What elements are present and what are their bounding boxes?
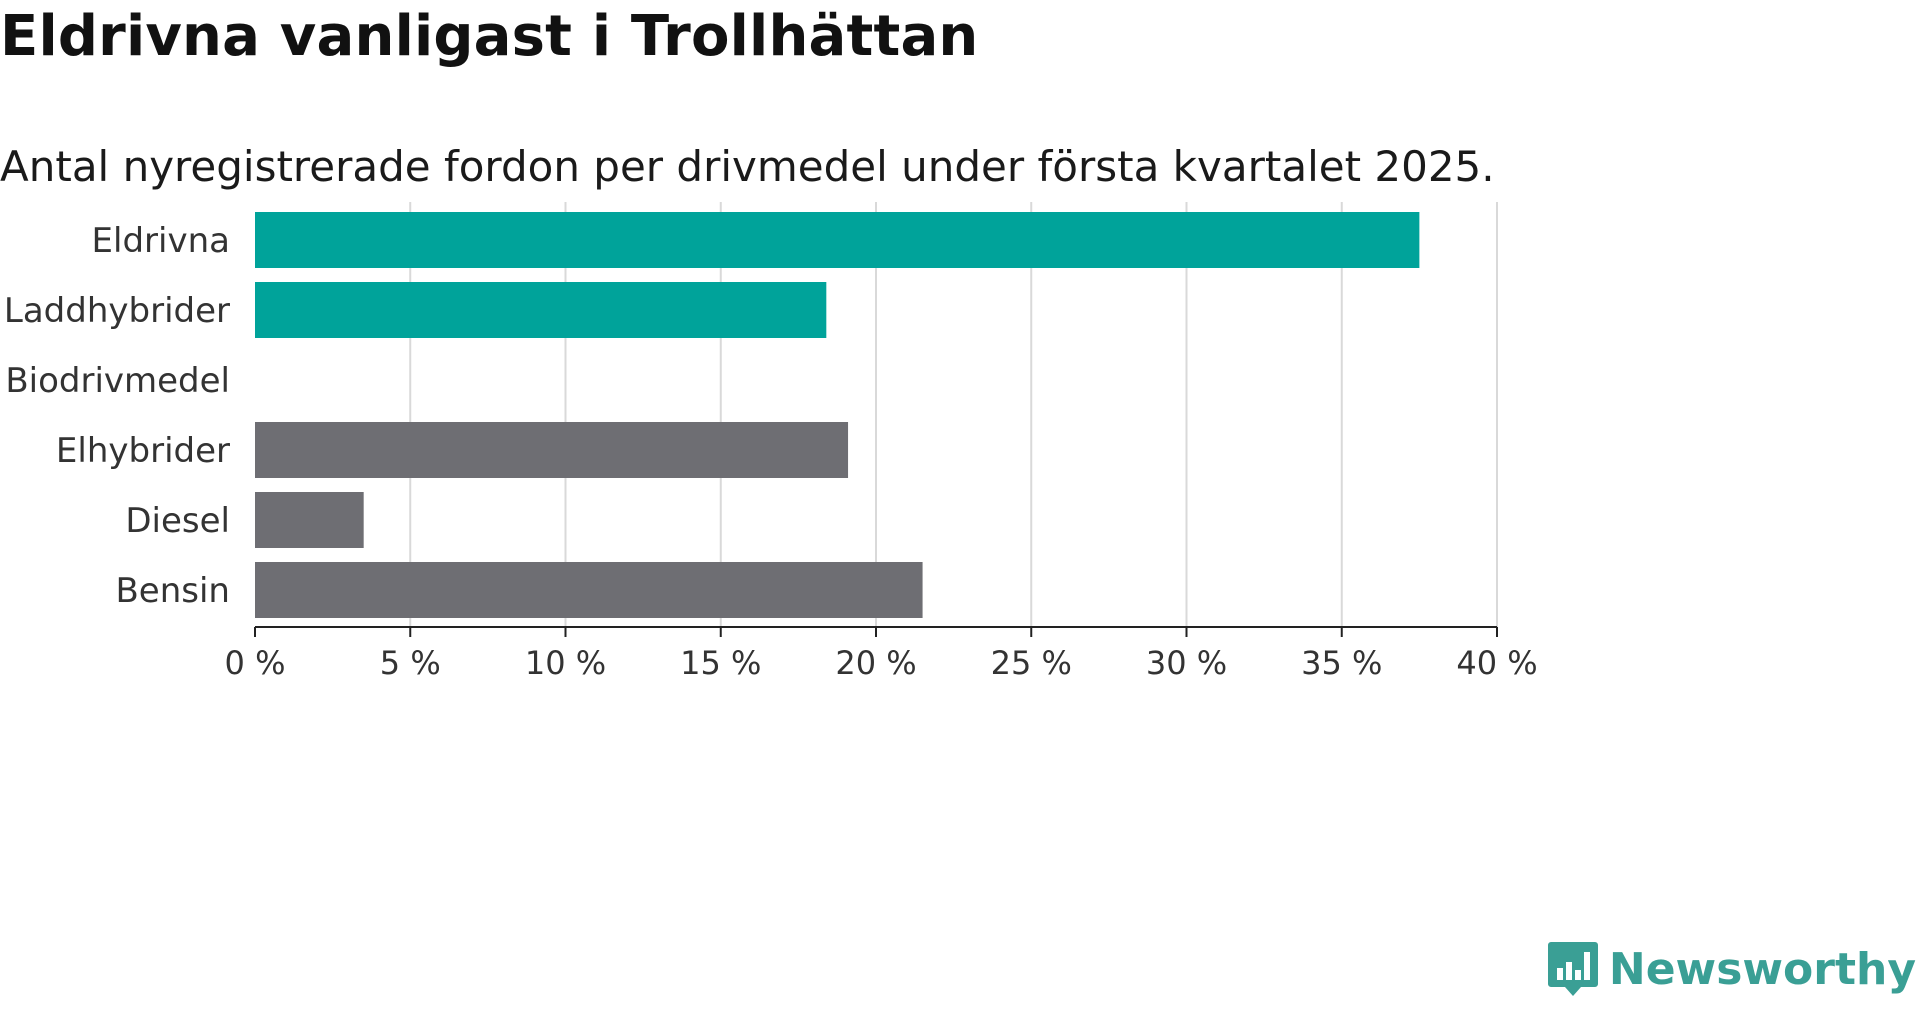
category-label: Laddhybrider bbox=[4, 291, 230, 331]
x-tick-label: 15 % bbox=[680, 644, 761, 682]
x-tick-label: 0 % bbox=[225, 644, 286, 682]
bar-elhybrider bbox=[255, 422, 849, 478]
category-labels: Eldrivna Laddhybrider Biodrivmedel Elhybrid… bbox=[4, 221, 230, 611]
category-label: Bensin bbox=[115, 571, 230, 611]
bar-chart: Eldrivna Laddhybrider Biodrivmedel Elhybrid… bbox=[4, 202, 1538, 682]
grid-lines bbox=[409, 202, 1498, 627]
brand-logo: Newsworthy bbox=[1547, 940, 1916, 998]
chart-title: Eldrivna vanligast i Trollhättan bbox=[0, 4, 979, 69]
bar-laddhybrider bbox=[255, 282, 827, 338]
x-tick-label: 20 % bbox=[835, 644, 916, 682]
category-label: Eldrivna bbox=[92, 221, 230, 261]
brand-name: Newsworthy bbox=[1608, 943, 1916, 995]
bar-eldrivna bbox=[255, 212, 1420, 268]
x-tick-label: 40 % bbox=[1456, 644, 1537, 682]
bars bbox=[255, 212, 1420, 618]
bar-bensin bbox=[255, 562, 923, 618]
x-axis: 0 % 5 % 10 % 15 % 20 % 25 % 30 % 35 % 40 % bbox=[225, 626, 1538, 682]
newsworthy-logo-icon bbox=[1547, 942, 1598, 996]
bar-diesel bbox=[255, 492, 364, 548]
x-tick-label: 25 % bbox=[991, 644, 1072, 682]
category-label: Biodrivmedel bbox=[5, 361, 230, 401]
x-tick-label: 30 % bbox=[1146, 644, 1227, 682]
chart-subtitle: Antal nyregistrerade fordon per drivmede… bbox=[0, 142, 1495, 191]
category-label: Elhybrider bbox=[56, 431, 230, 471]
x-tick-label: 35 % bbox=[1301, 644, 1382, 682]
x-tick-label: 10 % bbox=[525, 644, 606, 682]
x-tick-label: 5 % bbox=[380, 644, 441, 682]
category-label: Diesel bbox=[125, 501, 230, 541]
